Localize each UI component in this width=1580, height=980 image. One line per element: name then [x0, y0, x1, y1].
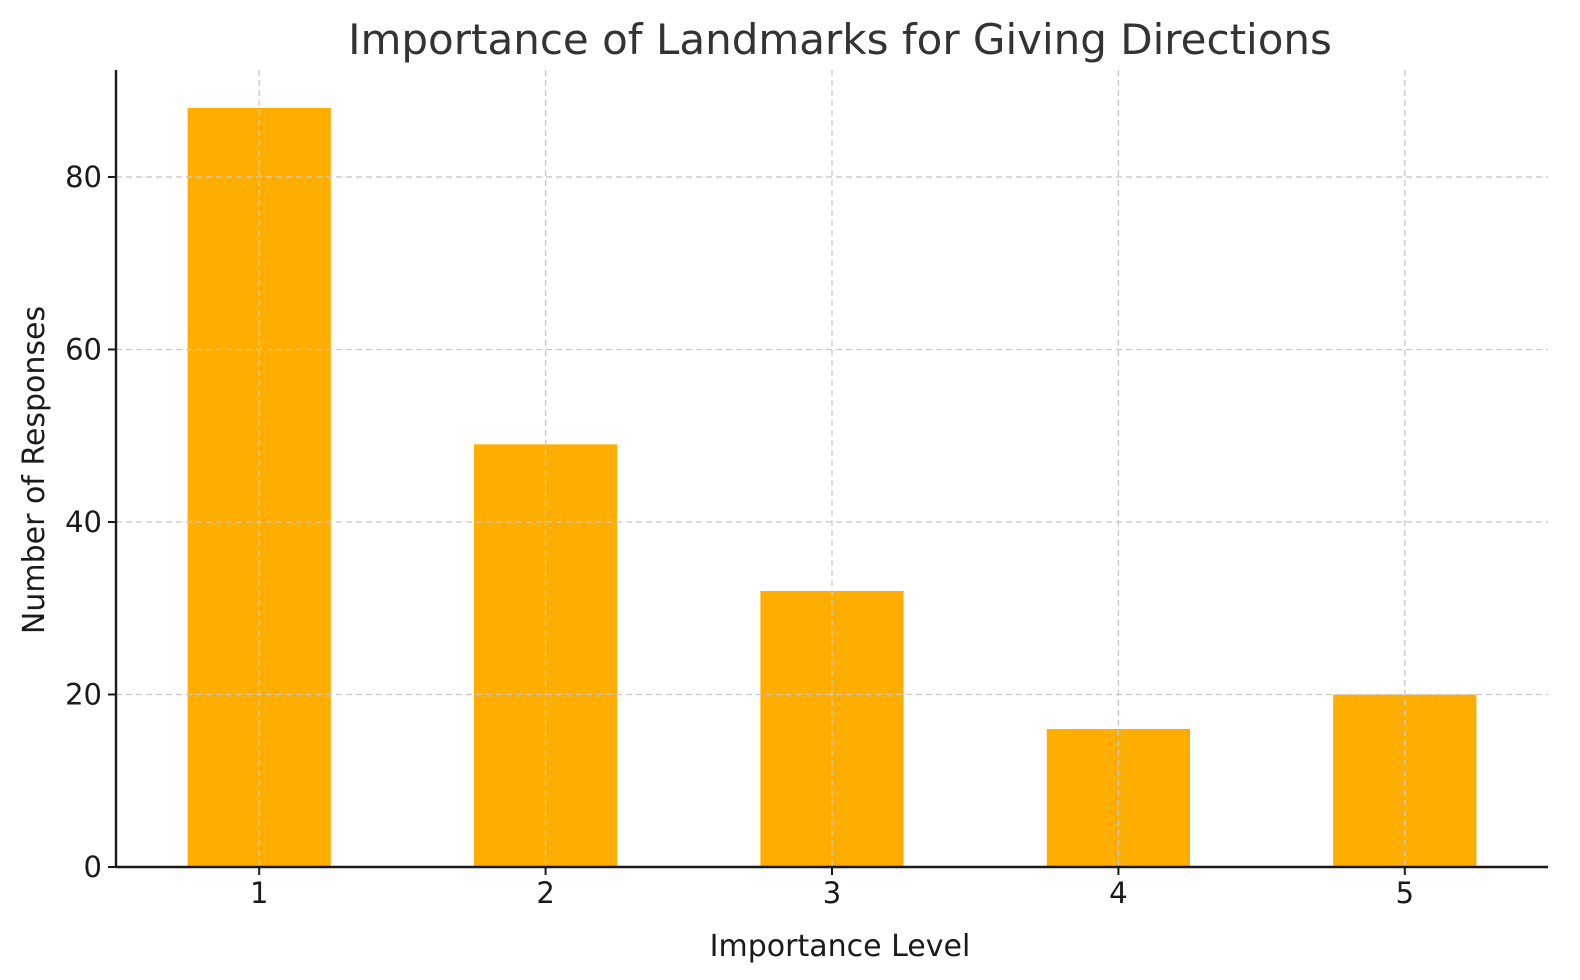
- y-tick-labels: 0 20 40 60 80: [65, 160, 102, 884]
- y-tick-label: 0: [84, 850, 102, 884]
- x-tick-label: 3: [823, 876, 841, 910]
- x-tick-labels: 1 2 3 4 5: [250, 876, 1414, 910]
- y-tick-label: 60: [65, 332, 102, 366]
- y-tick-label: 20: [65, 677, 102, 711]
- bar-4: [1046, 728, 1190, 867]
- chart-title: Importance of Landmarks for Giving Direc…: [348, 15, 1332, 64]
- y-tick-label: 40: [65, 505, 102, 539]
- x-tick-label: 1: [250, 876, 268, 910]
- x-tick-label: 2: [536, 876, 554, 910]
- y-axis-label: Number of Responses: [17, 306, 52, 634]
- x-tick-label: 4: [1109, 876, 1127, 910]
- grid-lines: [116, 70, 1548, 867]
- x-tick-label: 5: [1396, 876, 1414, 910]
- y-tick-label: 80: [65, 160, 102, 194]
- axes: [108, 70, 1548, 875]
- x-axis-label: Importance Level: [710, 929, 971, 964]
